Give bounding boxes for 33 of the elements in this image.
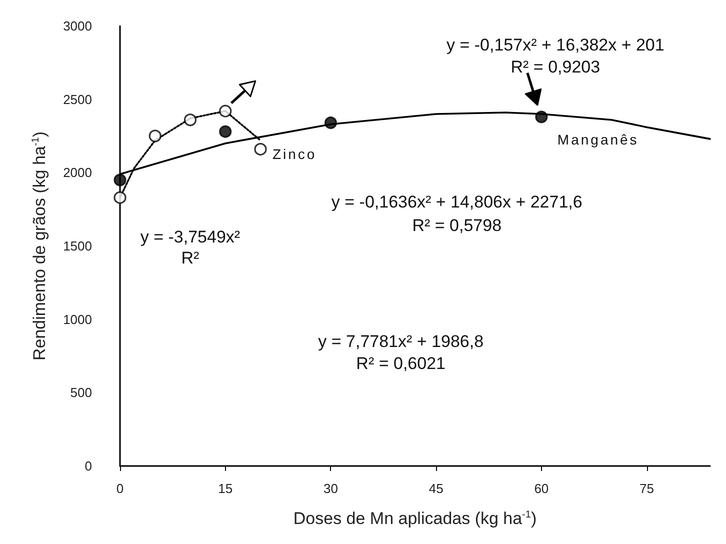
series-label: Manganês [557, 132, 639, 148]
y-tick-label: 2000 [63, 165, 92, 180]
annotation: y = -0,157x² + 16,382x + 201 [446, 35, 664, 54]
annotation: y = 7,7781x² + 1986,8 [318, 332, 484, 351]
point [535, 110, 548, 124]
x-tick-label: 15 [218, 481, 233, 496]
y-tick-label: 2500 [63, 92, 92, 107]
point [254, 142, 267, 156]
series-label: Zinco [272, 146, 317, 162]
annotation: R² = 0,9203 [510, 57, 600, 76]
x-tick-label: 30 [323, 481, 338, 496]
point [324, 116, 338, 130]
point [114, 174, 126, 186]
annotation: R² [181, 248, 200, 268]
y-axis-title: Rendimento de grãos (kg ha-1) [30, 131, 49, 361]
point [219, 125, 232, 138]
point [114, 191, 126, 204]
x-tick-label: 60 [534, 481, 549, 496]
x-tick-label: 75 [640, 481, 654, 496]
y-tick-label: 3000 [63, 18, 92, 34]
y-tick-label: 1000 [63, 312, 92, 327]
point [219, 104, 232, 118]
y-tick-label: 0 [84, 458, 92, 474]
y-tick-label: 1500 [63, 238, 92, 254]
annotation: y = -3,7549x² [140, 228, 240, 247]
x-tick-label: 45 [428, 481, 444, 496]
y-tick-label: 500 [70, 385, 92, 400]
point [148, 130, 162, 142]
annotation: y = -0,1636x² + 14,806x + 2271,6 [331, 192, 582, 212]
annotation: R² = 0,6021 [356, 354, 446, 373]
point [184, 114, 197, 126]
x-tick-label: 0 [116, 481, 124, 496]
annotation: R² = 0,5798 [412, 216, 502, 235]
